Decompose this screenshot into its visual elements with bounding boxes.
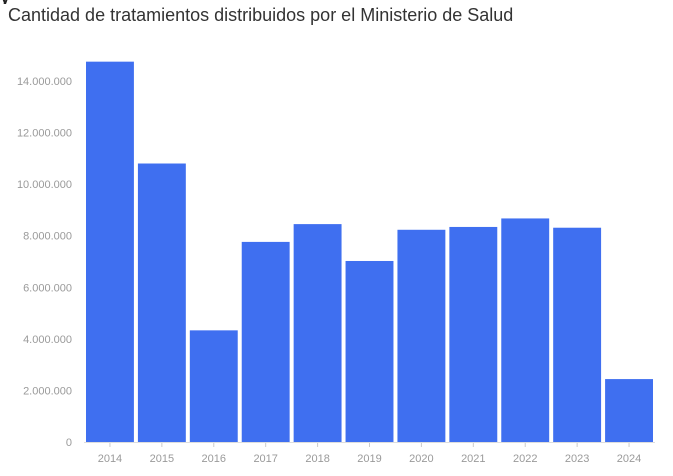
y-tick-label: 8.000.000 bbox=[23, 231, 72, 243]
x-tick-label: 2015 bbox=[150, 453, 174, 465]
clipped-heading-text: y bbox=[0, 0, 10, 4]
x-tick-label: 2017 bbox=[253, 453, 277, 465]
y-tick-label: 14.000.000 bbox=[17, 76, 72, 88]
y-tick-label: 10.000.000 bbox=[17, 179, 72, 191]
x-tick-label: 2014 bbox=[98, 453, 122, 465]
x-tick-label: 2021 bbox=[461, 453, 485, 465]
y-axis: 0 2.000.000 4.000.000 6.000.000 8.000.000 10.… bbox=[17, 76, 72, 449]
bar-2021 bbox=[449, 226, 498, 442]
bars bbox=[86, 61, 653, 442]
x-tick-label: 2019 bbox=[357, 453, 381, 465]
y-tick-label: 2.000.000 bbox=[23, 385, 72, 397]
clipped-heading: y bbox=[0, 0, 673, 4]
bar-2015 bbox=[137, 163, 186, 442]
x-tick-label: 2024 bbox=[617, 453, 641, 465]
x-axis: 2014 2015 2016 2017 2018 2019 2020 2021 2022 2023… bbox=[84, 442, 655, 465]
y-tick-label: 6.000.000 bbox=[23, 282, 72, 294]
bar-2017 bbox=[241, 241, 290, 442]
x-tick-label: 2022 bbox=[513, 453, 537, 465]
x-tick-label: 2020 bbox=[409, 453, 433, 465]
bar-2024 bbox=[605, 379, 653, 442]
y-tick-label: 4.000.000 bbox=[23, 334, 72, 346]
y-tick-label: 12.000.000 bbox=[17, 128, 72, 140]
bar-2016 bbox=[189, 330, 238, 442]
bar-2019 bbox=[345, 260, 394, 442]
bar-2023 bbox=[553, 227, 602, 442]
bar-2022 bbox=[501, 218, 550, 442]
bar-2014 bbox=[86, 61, 134, 442]
bar-2020 bbox=[397, 229, 446, 442]
y-tick-label: 0 bbox=[66, 437, 72, 449]
bar-2018 bbox=[293, 224, 342, 442]
chart-title: Cantidad de tratamientos distribuidos po… bbox=[8, 5, 514, 25]
x-tick-label: 2018 bbox=[305, 453, 329, 465]
x-tick-label: 2023 bbox=[565, 453, 589, 465]
x-tick-label: 2016 bbox=[202, 453, 226, 465]
